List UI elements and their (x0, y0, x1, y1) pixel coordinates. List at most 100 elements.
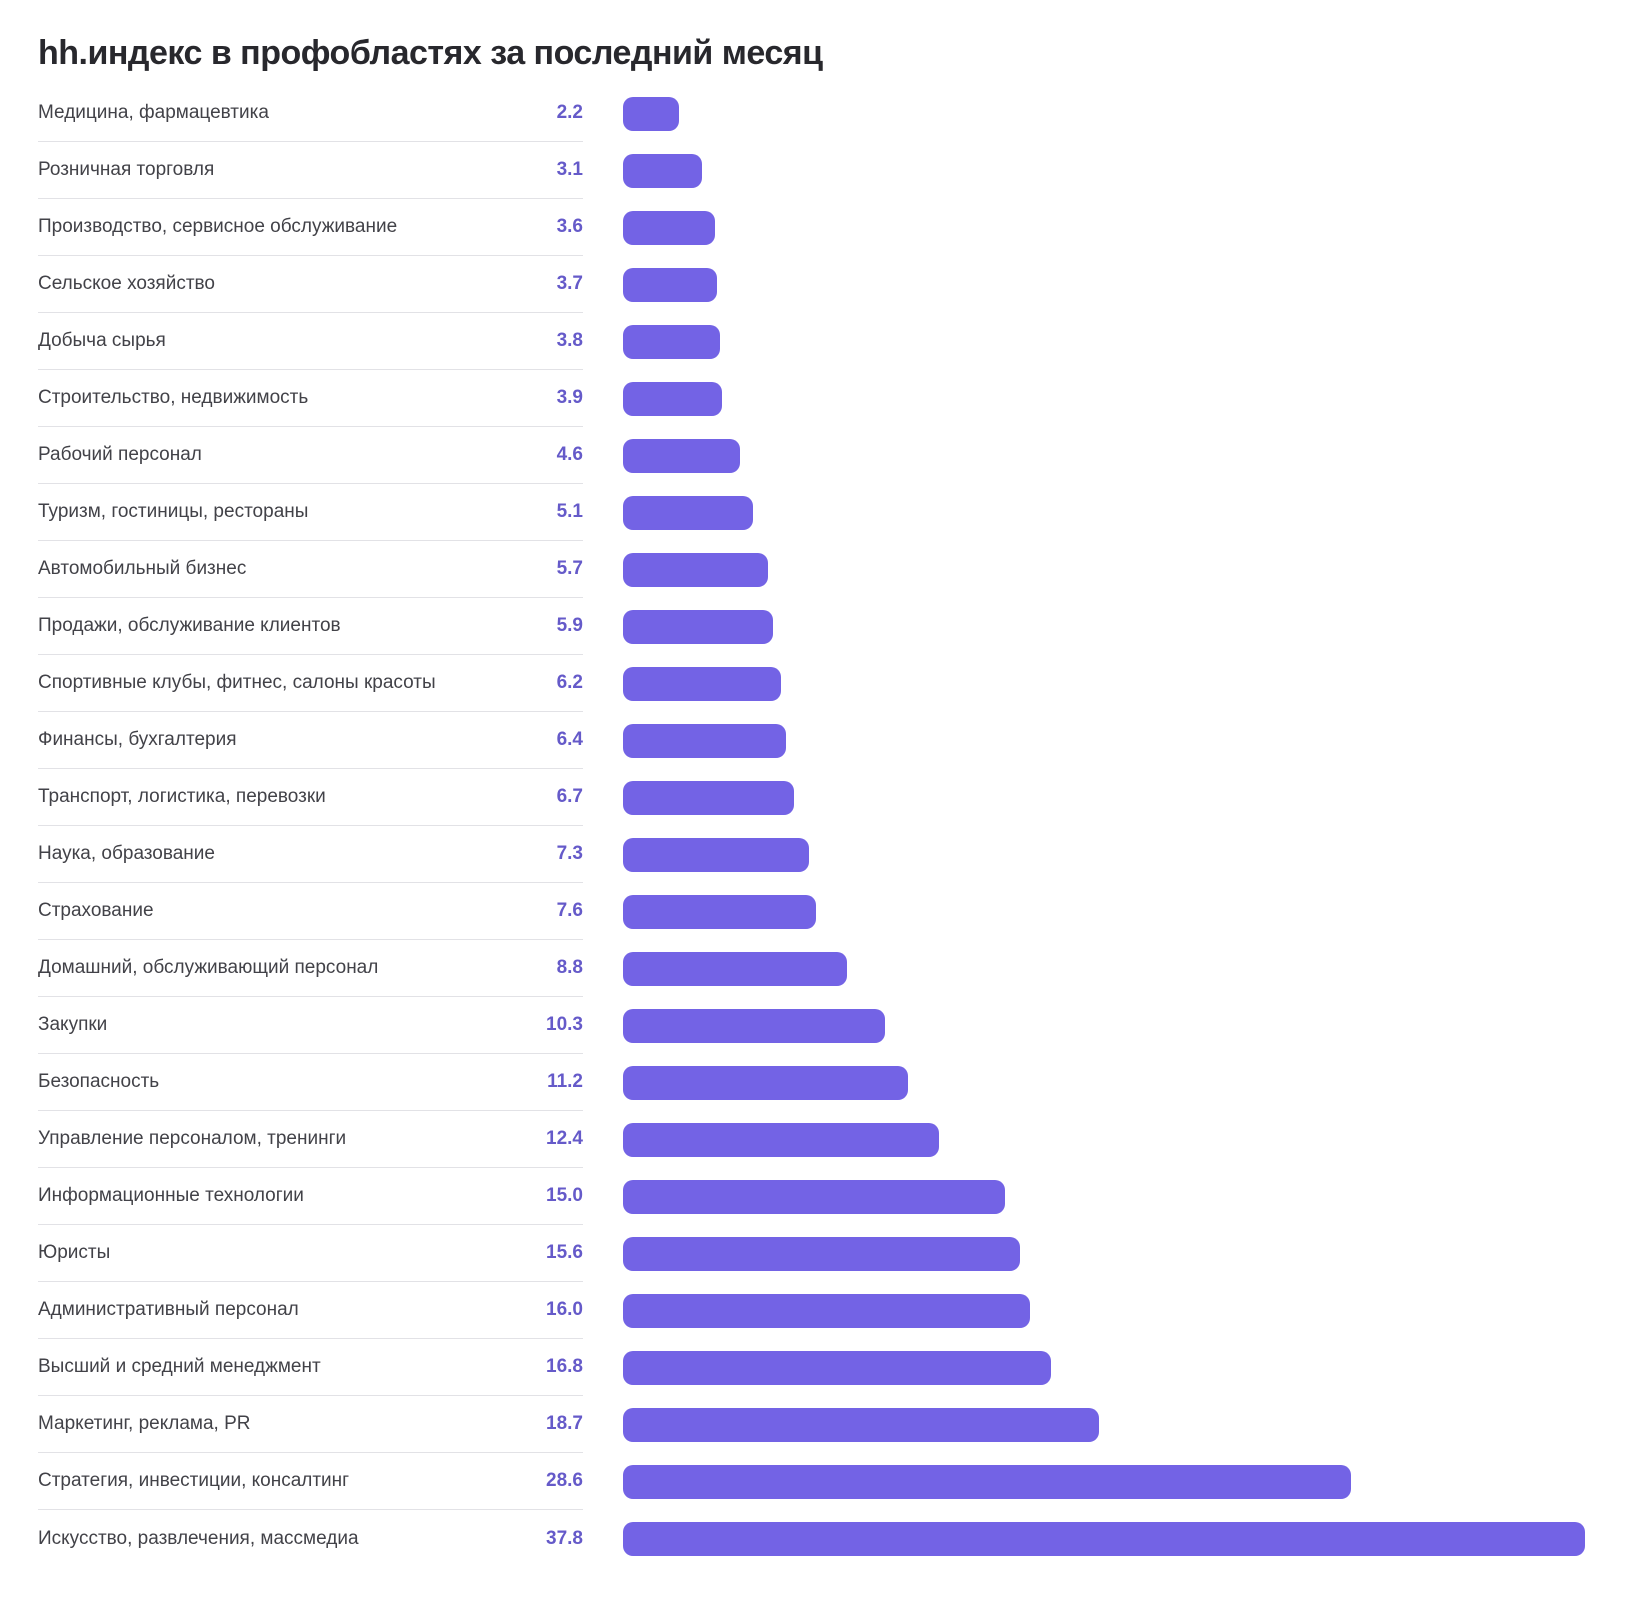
row-label-area: Безопасность 11.2 (38, 1054, 583, 1111)
bar (623, 780, 794, 815)
bar (623, 1179, 1005, 1214)
bar-track (623, 837, 1585, 872)
value-label: 6.4 (556, 729, 583, 750)
bar (623, 552, 769, 587)
bar-track (623, 1464, 1585, 1499)
value-label: 3.1 (556, 159, 583, 180)
row-label-area: Закупки 10.3 (38, 997, 583, 1054)
bar-track (623, 1179, 1585, 1214)
category-label: Управление персоналом, тренинги (38, 1128, 347, 1149)
chart-row: Юристы 15.6 (38, 1225, 1585, 1282)
bar (623, 210, 715, 245)
chart-row: Домашний, обслуживающий персонал 8.8 (38, 940, 1585, 997)
bar-track (623, 1521, 1585, 1556)
category-label: Стратегия, инвестиции, консалтинг (38, 1470, 350, 1491)
bar-track (623, 495, 1585, 530)
bar (623, 723, 786, 758)
value-label: 3.6 (556, 216, 583, 237)
chart-row: Продажи, обслуживание клиентов 5.9 (38, 598, 1585, 655)
bar (623, 324, 720, 359)
bar (623, 1521, 1585, 1556)
bar-track (623, 267, 1585, 302)
category-label: Домашний, обслуживающий персонал (38, 957, 379, 978)
category-label: Розничная торговля (38, 159, 215, 180)
category-label: Финансы, бухгалтерия (38, 729, 237, 750)
row-label-area: Искусство, развлечения, массмедиа 37.8 (38, 1510, 583, 1567)
bar-track (623, 552, 1585, 587)
value-label: 11.2 (547, 1071, 583, 1092)
chart-row: Спортивные клубы, фитнес, салоны красоты… (38, 655, 1585, 712)
bar (623, 951, 847, 986)
bar-track (623, 153, 1585, 188)
value-label: 37.8 (546, 1527, 583, 1549)
bar (623, 1293, 1031, 1328)
chart-row: Высший и средний менеджмент 16.8 (38, 1339, 1585, 1396)
value-label: 5.1 (556, 501, 583, 522)
row-label-area: Автомобильный бизнес 5.7 (38, 541, 583, 598)
category-label: Искусство, развлечения, массмедиа (38, 1527, 359, 1549)
row-label-area: Производство, сервисное обслуживание 3.6 (38, 199, 583, 256)
row-label-area: Сельское хозяйство 3.7 (38, 256, 583, 313)
bar (623, 153, 702, 188)
chart-row: Управление персоналом, тренинги 12.4 (38, 1111, 1585, 1168)
bar (623, 666, 781, 701)
category-label: Высший и средний менеджмент (38, 1356, 321, 1377)
chart-title: hh.индекс в профобластях за последний ме… (38, 34, 823, 72)
row-label-area: Управление персоналом, тренинги 12.4 (38, 1111, 583, 1168)
row-label-area: Страхование 7.6 (38, 883, 583, 940)
bar-track (623, 1407, 1585, 1442)
bar-track (623, 1293, 1585, 1328)
category-label: Туризм, гостиницы, рестораны (38, 501, 309, 522)
row-label-area: Юристы 15.6 (38, 1225, 583, 1282)
category-label: Транспорт, логистика, перевозки (38, 786, 326, 807)
value-label: 3.7 (556, 273, 583, 294)
row-label-area: Строительство, недвижимость 3.9 (38, 370, 583, 427)
bar-track (623, 1236, 1585, 1271)
category-label: Производство, сервисное обслуживание (38, 216, 398, 237)
chart-row: Страхование 7.6 (38, 883, 1585, 940)
category-label: Наука, образование (38, 843, 215, 864)
row-label-area: Медицина, фармацевтика 2.2 (38, 85, 583, 142)
chart-row: Закупки 10.3 (38, 997, 1585, 1054)
value-label: 5.9 (556, 615, 583, 636)
bar-track (623, 780, 1585, 815)
row-label-area: Продажи, обслуживание клиентов 5.9 (38, 598, 583, 655)
category-label: Страхование (38, 900, 154, 921)
bar-track (623, 666, 1585, 701)
row-label-area: Высший и средний менеджмент 16.8 (38, 1339, 583, 1396)
bar (623, 1122, 939, 1157)
value-label: 3.8 (556, 330, 583, 351)
chart-row: Финансы, бухгалтерия 6.4 (38, 712, 1585, 769)
bar-chart: Медицина, фармацевтика 2.2 Розничная тор… (38, 85, 1585, 1567)
chart-row: Стратегия, инвестиции, консалтинг 28.6 (38, 1453, 1585, 1510)
bar (623, 1350, 1051, 1385)
row-label-area: Транспорт, логистика, перевозки 6.7 (38, 769, 583, 826)
bar-track (623, 381, 1585, 416)
bar (623, 1008, 886, 1043)
value-label: 2.2 (556, 102, 583, 123)
bar (623, 609, 774, 644)
bar-track (623, 210, 1585, 245)
chart-row: Сельское хозяйство 3.7 (38, 256, 1585, 313)
chart-row: Маркетинг, реклама, PR 18.7 (38, 1396, 1585, 1453)
chart-row: Розничная торговля 3.1 (38, 142, 1585, 199)
category-label: Рабочий персонал (38, 444, 202, 465)
bar-track (623, 324, 1585, 359)
row-label-area: Маркетинг, реклама, PR 18.7 (38, 1396, 583, 1453)
bar (623, 495, 753, 530)
bar (623, 438, 741, 473)
row-label-area: Рабочий персонал 4.6 (38, 427, 583, 484)
category-label: Автомобильный бизнес (38, 558, 247, 579)
bar (623, 267, 718, 302)
value-label: 15.6 (546, 1242, 583, 1263)
value-label: 5.7 (556, 558, 583, 579)
chart-row: Туризм, гостиницы, рестораны 5.1 (38, 484, 1585, 541)
bar-track (623, 609, 1585, 644)
chart-row: Транспорт, логистика, перевозки 6.7 (38, 769, 1585, 826)
bar (623, 1464, 1351, 1499)
category-label: Административный персонал (38, 1299, 299, 1320)
chart-row: Информационные технологии 15.0 (38, 1168, 1585, 1225)
bar (623, 381, 723, 416)
bar (623, 894, 817, 929)
